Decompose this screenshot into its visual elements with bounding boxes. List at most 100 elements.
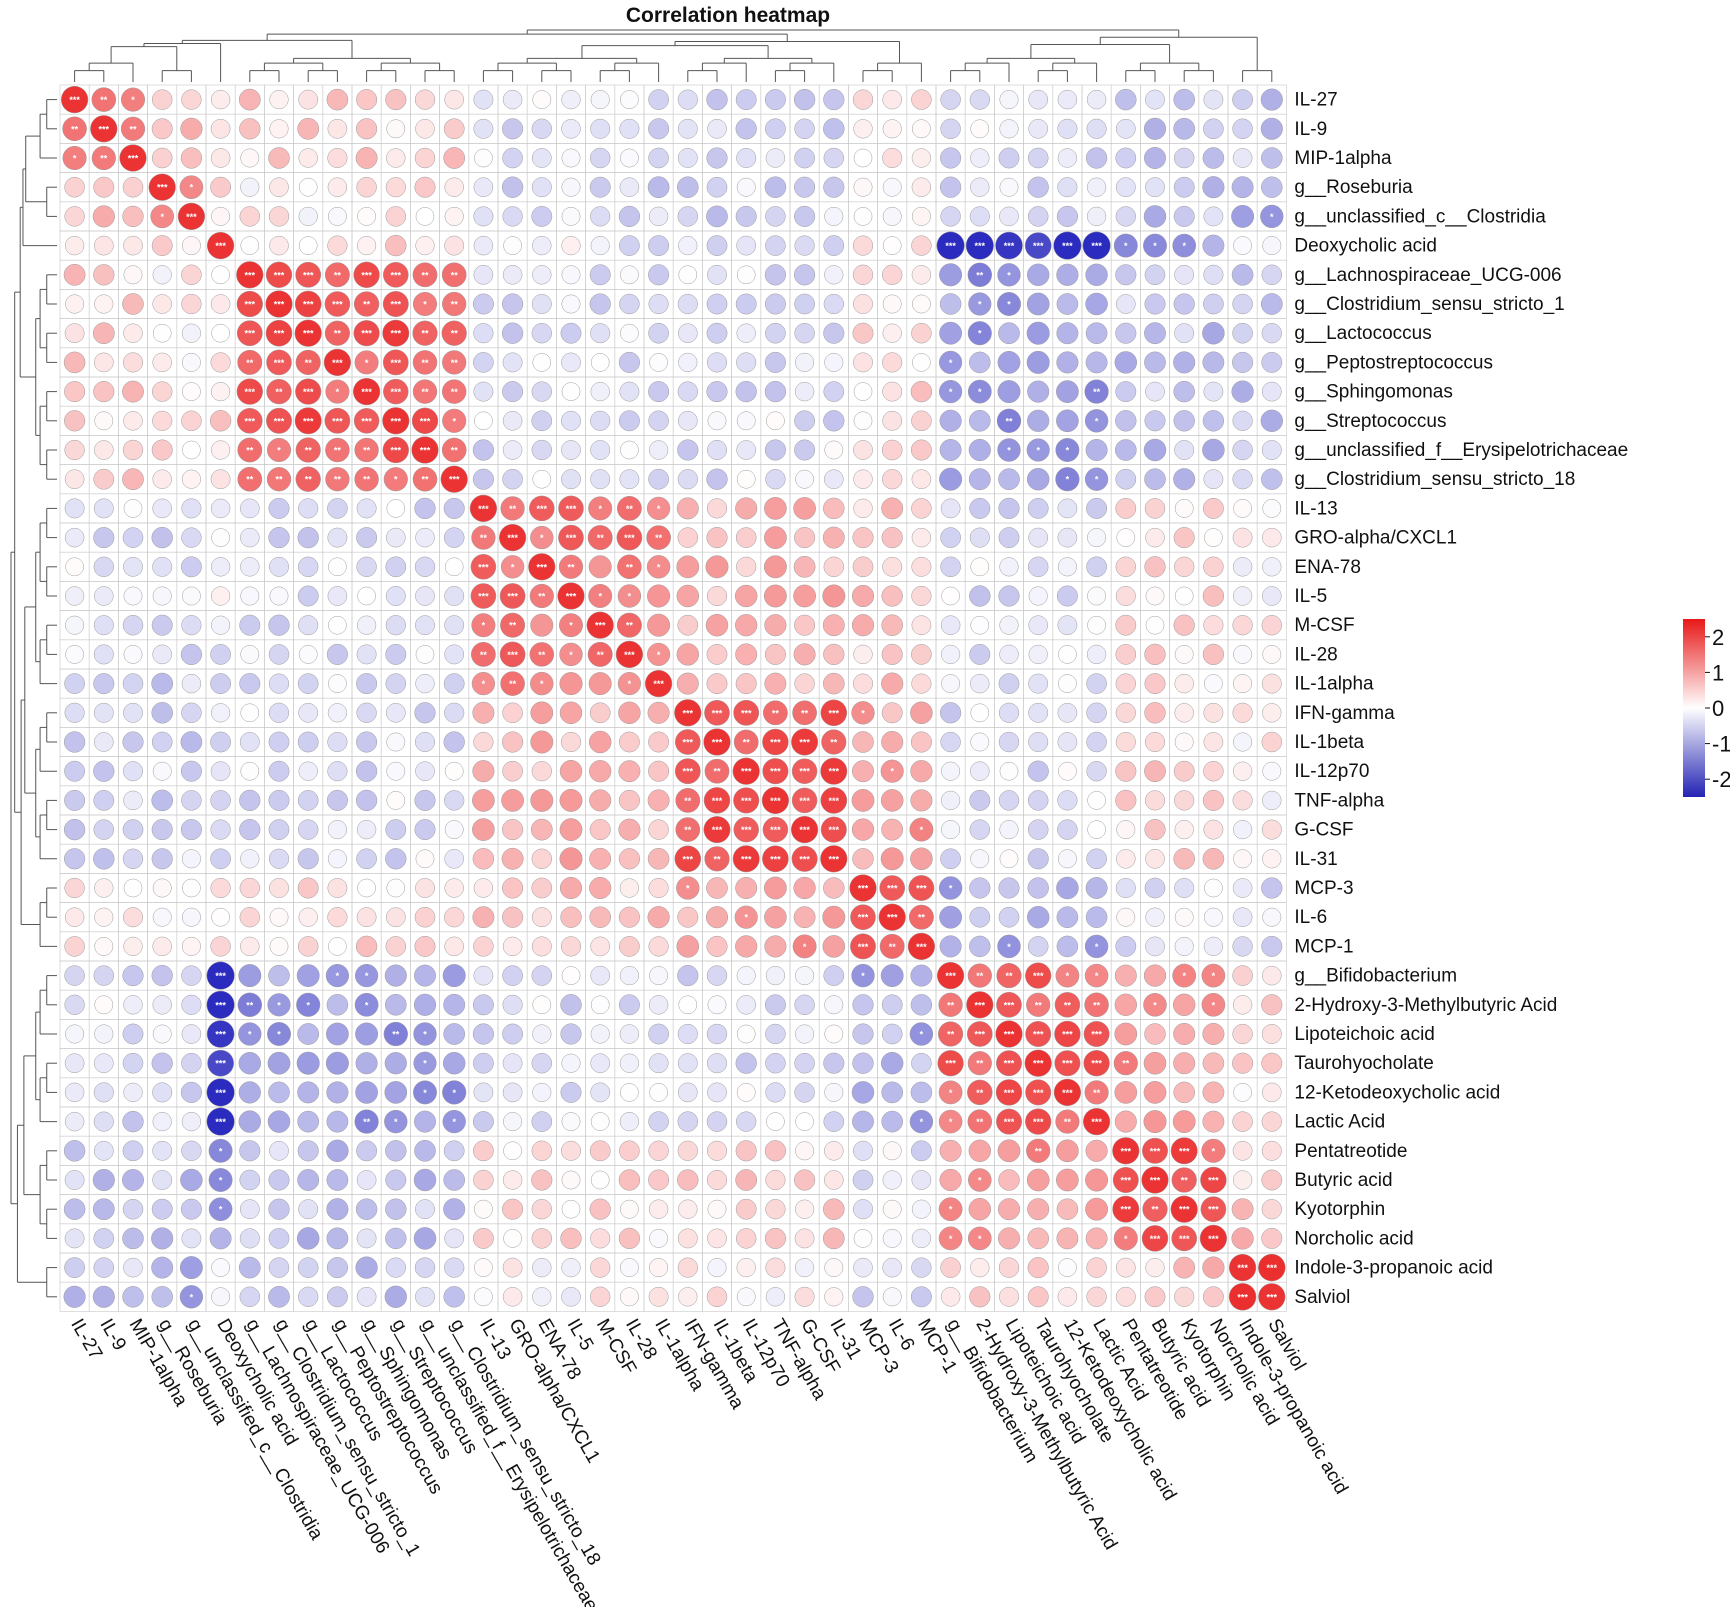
heatmap-cell — [88, 1194, 119, 1225]
heatmap-cell — [88, 960, 119, 991]
heatmap-cell — [322, 1135, 353, 1166]
heatmap-cell — [1140, 376, 1170, 407]
heatmap-cell — [1256, 259, 1287, 290]
heatmap-cell — [818, 259, 849, 290]
heatmap-cell — [497, 289, 528, 319]
heatmap-cell — [380, 610, 411, 641]
heatmap-cell: ** — [1081, 989, 1112, 1020]
significance-mark: * — [277, 446, 281, 456]
heatmap-cell: * — [964, 1165, 995, 1195]
heatmap-cell — [1023, 464, 1054, 495]
heatmap-cell — [760, 639, 791, 670]
heatmap-cell — [585, 668, 616, 699]
heatmap-cell — [556, 405, 586, 436]
heatmap-cell — [118, 610, 148, 641]
heatmap-cell — [1110, 435, 1141, 465]
significance-mark: *** — [1179, 1205, 1190, 1215]
heatmap-cell — [59, 493, 90, 524]
heatmap-cell — [322, 697, 353, 728]
heatmap-cell: *** — [1081, 230, 1112, 261]
heatmap-cell: * — [994, 435, 1024, 465]
significance-mark: *** — [829, 708, 840, 718]
heatmap-cell — [994, 113, 1024, 144]
heatmap-cell — [293, 84, 324, 115]
heatmap-cell — [526, 697, 557, 728]
heatmap-cell — [731, 1281, 762, 1312]
heatmap-cell — [935, 756, 966, 787]
heatmap-cell — [818, 581, 849, 611]
heatmap-cell — [585, 464, 616, 495]
heatmap-cell — [1023, 1194, 1054, 1225]
heatmap-cell — [1140, 814, 1170, 845]
heatmap-cell — [88, 1048, 119, 1079]
significance-mark: *** — [799, 767, 810, 777]
significance-mark: *** — [391, 329, 402, 339]
heatmap-cell — [585, 727, 616, 757]
heatmap-cell — [964, 172, 995, 203]
heatmap-cell — [964, 143, 995, 173]
significance-mark: * — [1007, 270, 1011, 280]
heatmap-cell — [906, 347, 937, 378]
heatmap-cell — [526, 201, 557, 232]
heatmap-cell: *** — [702, 727, 732, 757]
heatmap-cell — [585, 1281, 616, 1312]
heatmap-cell — [380, 551, 411, 582]
heatmap-cell — [1023, 756, 1054, 787]
heatmap-cell — [848, 756, 878, 787]
heatmap-cell — [176, 873, 207, 903]
heatmap-cell — [1198, 843, 1229, 874]
heatmap-cell — [877, 1077, 908, 1108]
heatmap-cell: * — [1198, 1135, 1229, 1166]
significance-mark: *** — [1033, 1030, 1044, 1040]
significance-mark: *** — [361, 270, 372, 280]
heatmap-cell — [234, 113, 265, 144]
heatmap-cell — [1110, 727, 1141, 757]
heatmap-cell — [497, 1223, 528, 1254]
heatmap-cell — [1110, 376, 1141, 407]
heatmap-cell — [818, 1223, 849, 1254]
heatmap-cell — [1052, 551, 1083, 582]
heatmap-cell — [556, 172, 586, 203]
heatmap-cell — [468, 84, 499, 115]
significance-mark: *** — [478, 592, 489, 602]
heatmap-cell — [760, 493, 791, 524]
heatmap-cell — [410, 960, 440, 991]
heatmap-cell — [176, 435, 207, 465]
significance-mark: * — [394, 475, 398, 485]
heatmap-cell — [877, 289, 908, 319]
heatmap-cell — [1110, 639, 1141, 670]
heatmap-cell — [614, 1019, 645, 1049]
heatmap-cell — [906, 843, 937, 874]
heatmap-cell — [556, 1048, 586, 1079]
heatmap-cell — [526, 435, 557, 465]
heatmap-cell — [380, 756, 411, 787]
heatmap-cell — [1198, 318, 1229, 349]
heatmap-cell — [964, 639, 995, 670]
heatmap-cell — [1110, 464, 1141, 495]
significance-mark: ** — [947, 1000, 955, 1010]
heatmap-cell: *** — [1052, 1048, 1083, 1079]
significance-mark: *** — [887, 884, 898, 894]
heatmap-cell: ** — [964, 960, 995, 991]
significance-mark: *** — [449, 475, 460, 485]
heatmap-cell — [702, 931, 732, 962]
significance-mark: *** — [537, 504, 548, 514]
heatmap-cell — [351, 639, 382, 670]
heatmap-cell — [964, 1135, 995, 1166]
heatmap-cell — [848, 785, 878, 816]
heatmap-cell — [118, 1194, 148, 1225]
heatmap-cell: ** — [322, 435, 353, 465]
heatmap-cell — [468, 1077, 499, 1108]
heatmap-cell — [1227, 230, 1258, 261]
heatmap-cell — [59, 1165, 90, 1195]
heatmap-cell — [731, 551, 762, 582]
heatmap-cell — [614, 1194, 645, 1225]
significance-mark: ** — [305, 475, 313, 485]
heatmap-cell — [1023, 902, 1054, 933]
heatmap-cell — [468, 1048, 499, 1079]
heatmap-cell — [468, 289, 499, 319]
heatmap-cell — [1110, 289, 1141, 319]
heatmap-cell — [1023, 113, 1054, 144]
heatmap-cell — [877, 113, 908, 144]
heatmap-cell: *** — [59, 84, 90, 115]
